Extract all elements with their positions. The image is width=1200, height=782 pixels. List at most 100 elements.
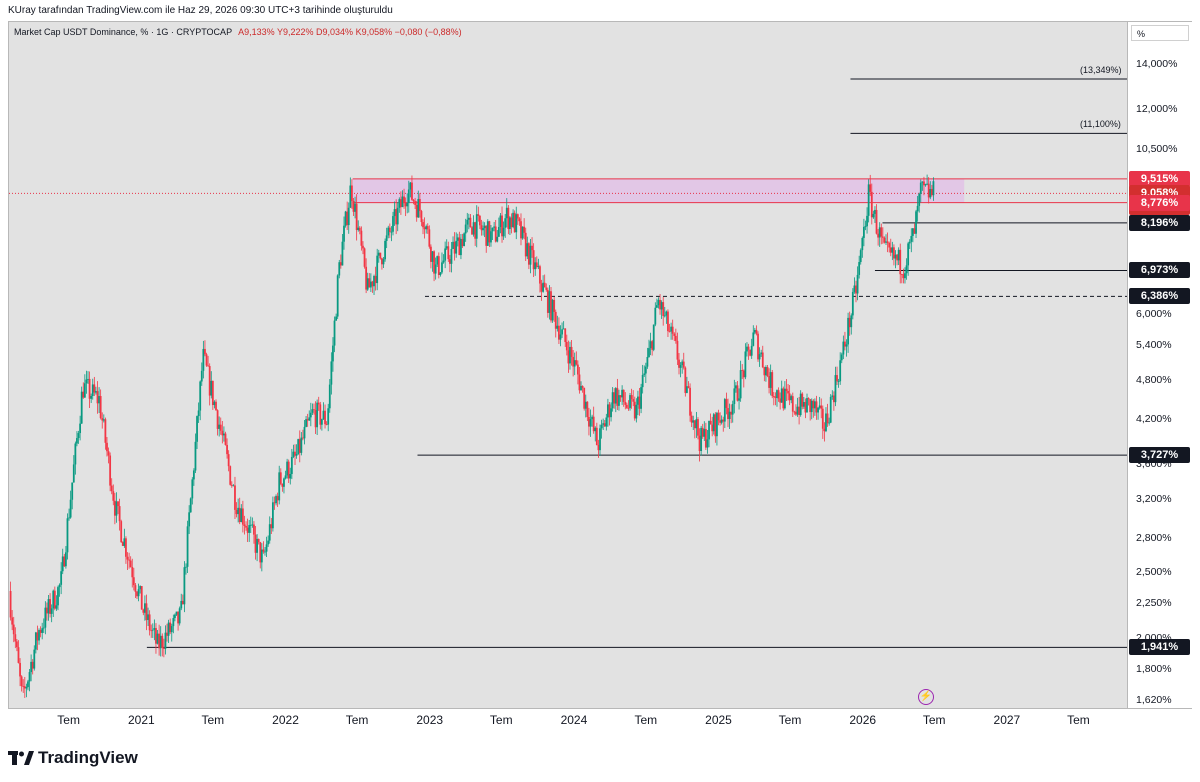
candle-body bbox=[368, 278, 371, 288]
candle-body bbox=[700, 427, 703, 451]
candle-body bbox=[471, 227, 473, 235]
candle-body bbox=[919, 182, 922, 194]
candle-body bbox=[371, 281, 374, 287]
candle-body bbox=[904, 273, 906, 279]
candle-body bbox=[115, 501, 118, 516]
candle-body bbox=[379, 252, 382, 259]
candle-body bbox=[886, 241, 889, 243]
candle-body bbox=[679, 365, 682, 368]
candle-body bbox=[785, 388, 788, 391]
candle-body bbox=[761, 352, 764, 368]
candle-body bbox=[324, 410, 326, 425]
candle-body bbox=[486, 221, 489, 246]
candle-body bbox=[542, 282, 545, 292]
candle-body bbox=[716, 412, 718, 437]
candle-body bbox=[697, 419, 699, 436]
candle-body bbox=[850, 315, 853, 328]
candle-body bbox=[516, 214, 519, 219]
price-level-label: 6,973% bbox=[1129, 262, 1190, 279]
candle-body bbox=[322, 410, 325, 420]
candle-body bbox=[627, 407, 630, 409]
candle-body bbox=[79, 423, 82, 434]
candle-body bbox=[333, 320, 336, 346]
candle-body bbox=[363, 248, 366, 267]
candle-body bbox=[106, 442, 108, 452]
candle-body bbox=[189, 498, 192, 513]
plot-area[interactable] bbox=[9, 22, 1127, 708]
time-tick-label: Tem bbox=[922, 713, 946, 727]
candle-body bbox=[885, 241, 887, 243]
candle-body bbox=[877, 233, 880, 238]
candle-body bbox=[12, 624, 15, 635]
candle-body bbox=[399, 199, 402, 208]
candle-body bbox=[172, 618, 175, 627]
time-tick-label: Tem bbox=[489, 713, 513, 727]
candle-body bbox=[237, 507, 240, 515]
candle-body bbox=[211, 380, 214, 406]
scale-unit-button[interactable]: % bbox=[1131, 25, 1189, 41]
candle-body bbox=[347, 207, 350, 226]
candle-body bbox=[442, 260, 445, 263]
time-tick-label: 2025 bbox=[705, 713, 732, 727]
candle-body bbox=[776, 390, 778, 398]
candle-body bbox=[671, 326, 674, 334]
candle-body bbox=[643, 373, 646, 375]
candle-body bbox=[243, 524, 246, 526]
candle-body bbox=[518, 218, 521, 222]
candle-body bbox=[625, 404, 628, 408]
candle-body bbox=[831, 395, 834, 397]
candle-body bbox=[483, 225, 486, 229]
candle-body bbox=[592, 416, 595, 432]
candle-body bbox=[151, 629, 154, 631]
candle-body bbox=[864, 226, 867, 228]
candle-body bbox=[889, 247, 892, 253]
candle-body bbox=[559, 334, 562, 340]
candle-body bbox=[847, 317, 849, 345]
candle-body bbox=[270, 524, 273, 529]
candle-body bbox=[279, 472, 282, 484]
candle-body bbox=[834, 375, 837, 403]
tradingview-logo[interactable]: TradingView bbox=[8, 748, 138, 768]
candle-body bbox=[458, 237, 461, 256]
price-tick-label: 1,800% bbox=[1136, 662, 1172, 675]
candle-body bbox=[502, 227, 505, 237]
candle-body bbox=[772, 396, 775, 397]
candle-body bbox=[90, 395, 93, 399]
candle-body bbox=[469, 217, 472, 228]
tradingview-logo-icon bbox=[8, 751, 34, 765]
candle-body bbox=[69, 499, 72, 518]
candle-body bbox=[810, 400, 813, 413]
lightning-icon[interactable]: ⚡ bbox=[918, 689, 934, 705]
candle-body bbox=[888, 242, 891, 248]
candle-body bbox=[507, 207, 510, 229]
candle-body bbox=[230, 484, 233, 486]
candle-body bbox=[523, 226, 526, 233]
candle-body bbox=[665, 311, 668, 316]
candle-body bbox=[241, 508, 244, 525]
candle-body bbox=[662, 302, 665, 316]
candle-body bbox=[583, 387, 586, 409]
time-tick-label: Tem bbox=[778, 713, 802, 727]
candle-body bbox=[621, 389, 624, 398]
candle-body bbox=[123, 538, 126, 546]
candle-body bbox=[698, 435, 701, 451]
candle-body bbox=[311, 409, 314, 413]
candle-body bbox=[896, 254, 898, 261]
candle-body bbox=[289, 473, 292, 479]
candle-body bbox=[624, 401, 627, 405]
candle-body bbox=[926, 183, 929, 185]
candle-body bbox=[39, 630, 42, 633]
candle-body bbox=[573, 360, 576, 367]
time-tick-label: 2024 bbox=[560, 713, 588, 727]
candle-body bbox=[861, 237, 864, 251]
chart-svg[interactable] bbox=[9, 22, 1127, 708]
candle-body bbox=[608, 404, 611, 418]
price-axis[interactable] bbox=[1127, 22, 1192, 708]
candle-body bbox=[148, 614, 151, 631]
candle-body bbox=[376, 255, 379, 284]
candle-body bbox=[19, 662, 21, 677]
candle-body bbox=[763, 367, 766, 376]
candle-body bbox=[722, 419, 725, 422]
candle-body bbox=[145, 603, 148, 621]
candle-body bbox=[63, 556, 66, 567]
